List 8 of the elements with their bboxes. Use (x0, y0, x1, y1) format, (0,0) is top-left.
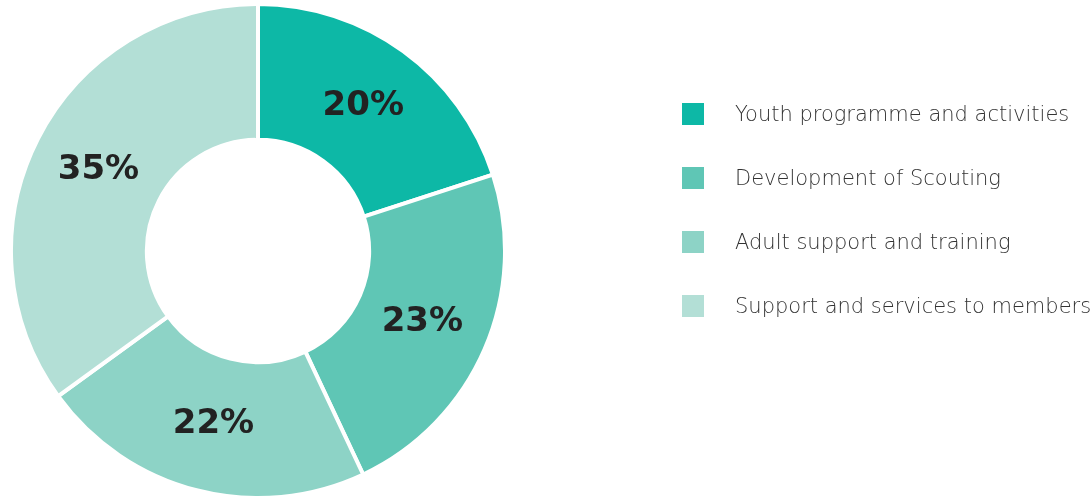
legend-label: Development of Scouting (735, 166, 1001, 190)
legend-label: Youth programme and activities (735, 102, 1070, 126)
data-label: 22% (172, 401, 255, 442)
legend-label: Support and services to members (735, 294, 1091, 318)
data-label: 20% (322, 82, 404, 123)
data-label: 35% (57, 146, 140, 187)
legend-label: Adult support and training (735, 230, 1011, 254)
data-label: 23% (381, 298, 464, 339)
